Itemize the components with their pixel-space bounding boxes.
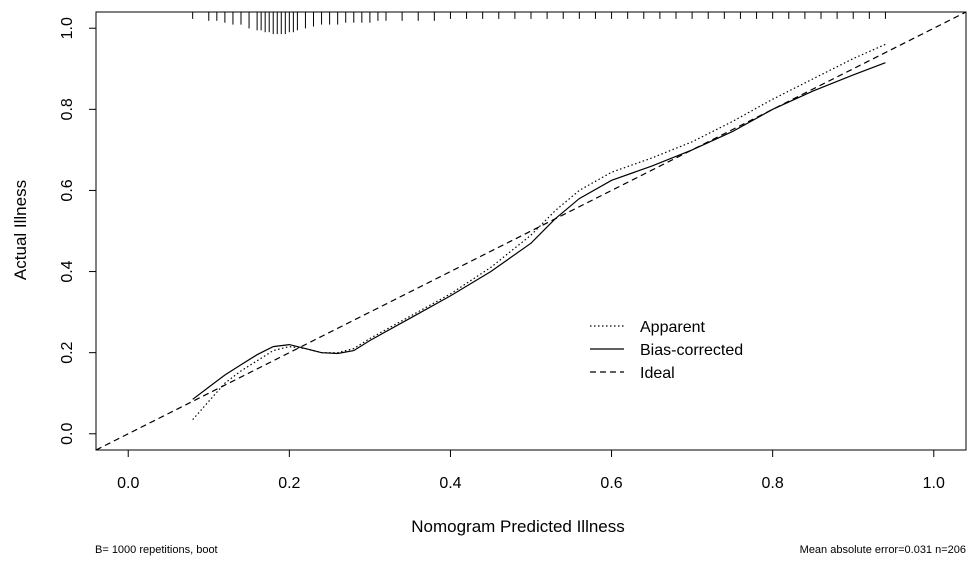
y-tick-label: 0.0 (59, 423, 76, 445)
y-tick-label: 0.2 (59, 341, 76, 363)
series-apparent-line (192, 43, 886, 420)
y-tick-label: 1.0 (59, 17, 76, 39)
legend-apparent-label: Apparent (640, 319, 705, 336)
plot-frame (95, 11, 967, 451)
x-axis-label: Nomogram Predicted Illness (411, 517, 625, 536)
x-tick-label: 1.0 (923, 475, 945, 492)
series-lines (95, 11, 967, 451)
y-axis: 0.0 0.2 0.4 0.6 0.8 1.0 (59, 17, 96, 445)
y-tick-label: 0.4 (59, 260, 76, 282)
y-tick-label: 0.6 (59, 179, 76, 201)
x-tick-label: 0.8 (762, 475, 784, 492)
x-tick-label: 0.0 (117, 475, 139, 492)
x-axis: 0.0 0.2 0.4 0.6 0.8 1.0 (117, 450, 945, 492)
series-bias-corrected-line (192, 62, 886, 400)
rug-ticks (192, 12, 886, 35)
legend-bias-corrected-label: Bias-corrected (640, 342, 743, 359)
legend-ideal-label: Ideal (640, 365, 675, 382)
y-tick-label: 0.8 (59, 98, 76, 120)
x-tick-label: 0.2 (278, 475, 300, 492)
bootstrap-note: B= 1000 repetitions, boot (95, 544, 218, 556)
series-ideal-line (95, 11, 967, 451)
x-tick-label: 0.4 (439, 475, 461, 492)
y-axis-label: Actual Illness (11, 180, 30, 280)
x-tick-label: 0.6 (600, 475, 622, 492)
error-summary: Mean absolute error=0.031 n=206 (799, 544, 966, 556)
legend: Apparent Bias-corrected Ideal (590, 319, 743, 382)
